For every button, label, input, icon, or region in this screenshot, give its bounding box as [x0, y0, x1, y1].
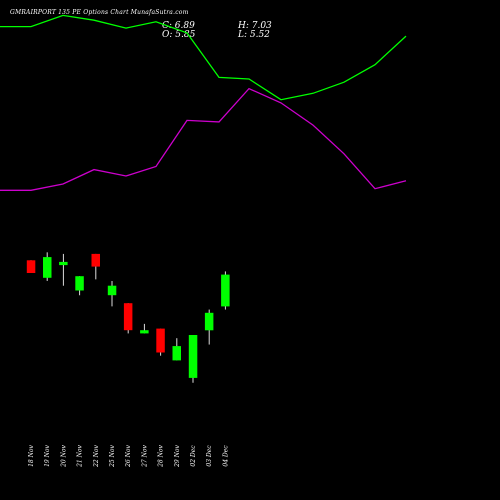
close-value: C: 6.89: [162, 21, 195, 31]
candle-body: [204, 312, 214, 331]
candle: [107, 280, 117, 307]
x-tick-label: 04 Dec: [222, 445, 229, 467]
x-tick-label: 02 Dec: [190, 445, 197, 467]
candle-body: [107, 285, 117, 296]
x-tick-label: 20 Nov: [60, 444, 67, 467]
open-value: O: 5.85: [162, 30, 196, 40]
candle: [204, 309, 214, 345]
lower-band-line: [0, 87, 407, 191]
candle: [221, 271, 230, 310]
candle: [140, 323, 149, 334]
candle-body: [26, 260, 36, 273]
candle: [156, 328, 165, 356]
candle: [172, 338, 181, 361]
x-tick-label: 25 Nov: [109, 444, 116, 467]
x-tick-label: 19 Nov: [44, 444, 51, 466]
candle: [59, 253, 68, 286]
candle: [43, 252, 52, 281]
candle: [26, 260, 36, 273]
chart-title: GMRAIRPORT 135 PE Options Chart MunafaSu…: [10, 9, 189, 16]
upper-band-line: [0, 14, 407, 101]
candle-body: [75, 276, 84, 291]
x-axis-labels: 18 Nov 19 Nov 20 Nov 21 Nov 22 Nov 25 Nov 26 N…: [28, 444, 229, 467]
candle: [91, 253, 100, 280]
candle-body: [123, 303, 133, 331]
candle-body: [156, 328, 165, 353]
indicator-bands: [0, 14, 407, 191]
candle-body: [140, 330, 149, 334]
x-tick-label: 22 Nov: [93, 444, 100, 467]
candlesticks: [26, 252, 230, 383]
candle: [123, 303, 133, 334]
candle-body: [172, 346, 181, 361]
candle-body: [188, 335, 198, 378]
candle-body: [91, 253, 100, 267]
x-tick-label: 03 Dec: [206, 445, 213, 467]
high-value: H: 7.03: [238, 21, 272, 31]
x-tick-label: 29 Nov: [174, 444, 181, 467]
candle: [75, 276, 84, 296]
low-value: L: 5.52: [238, 30, 270, 40]
x-tick-label: 18 Nov: [28, 444, 35, 466]
x-tick-label: 27 Nov: [141, 444, 148, 467]
x-tick-label: 21 Nov: [77, 444, 84, 467]
candle-body: [221, 274, 230, 307]
candle: [188, 335, 198, 383]
x-tick-label: 28 Nov: [158, 444, 165, 467]
x-tick-label: 26 Nov: [125, 444, 132, 467]
candle-body: [43, 257, 52, 278]
candle-body: [59, 261, 68, 266]
